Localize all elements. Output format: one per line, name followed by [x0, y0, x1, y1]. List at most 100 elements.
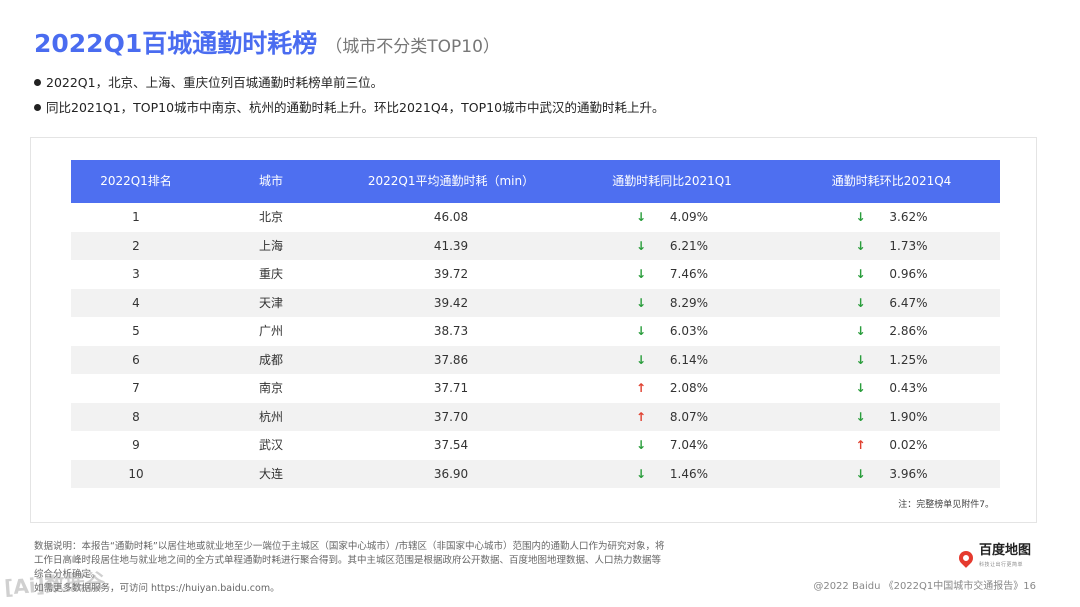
- cell-time: 37.54: [433, 438, 469, 452]
- cell-time: 37.86: [433, 352, 469, 367]
- cell-city: 杭州: [258, 409, 283, 424]
- cell-yoy: ↓ 6.03%: [561, 317, 783, 346]
- table-body: 1 北京 46.08 ↓ 4.09% ↓ 3.62% 2 上海 41.39 ↓ 6.21% ↓ 1.73%…: [71, 203, 1000, 488]
- cell-rank: 4: [132, 295, 140, 310]
- cell-yoy: ↑ 8.07%: [561, 403, 783, 432]
- table-row: 3 重庆 39.72 ↓ 7.46% ↓ 0.96%: [71, 260, 1000, 289]
- baidu-map-logo: 百度地图 科技让出行更简单: [956, 543, 1032, 572]
- header-rank: 2022Q1排名: [100, 174, 172, 188]
- cell-qoq: ↑ 0.02%: [783, 431, 1000, 460]
- cell-rank: 7: [132, 381, 140, 395]
- cell-yoy: ↓ 1.46%: [561, 460, 783, 489]
- table-row: 8 杭州 37.70 ↑ 8.07% ↓ 1.90%: [71, 402, 1000, 432]
- cell-rank: 8: [132, 409, 140, 424]
- ranking-table: 2022Q1排名 城市 2022Q1平均通勤时耗（min） 通勤时耗同比2021…: [71, 160, 1000, 488]
- page-title: 2022Q1百城通勤时耗榜: [34, 29, 318, 58]
- logo-name: 百度地图: [979, 543, 1032, 558]
- cell-qoq: ↓ 0.43%: [783, 374, 1000, 403]
- yoy-value: 4.09%: [669, 210, 708, 224]
- table-header-row: 2022Q1排名 城市 2022Q1平均通勤时耗（min） 通勤时耗同比2021…: [71, 160, 1000, 203]
- cell-rank: 6: [132, 352, 140, 367]
- arrow-down-icon: ↓: [636, 438, 647, 452]
- header-city: 城市: [258, 174, 283, 188]
- cell-qoq: ↓ 0.96%: [783, 260, 1000, 289]
- qoq-value: 1.73%: [889, 238, 928, 253]
- arrow-down-icon: ↓: [855, 210, 866, 224]
- table-row: 4 天津 39.42 ↓ 8.29% ↓ 6.47%: [71, 288, 1000, 318]
- cell-city: 南京: [258, 381, 283, 395]
- arrow-down-icon: ↓: [855, 238, 866, 253]
- yoy-value: 2.08%: [669, 381, 708, 395]
- cell-rank: 3: [132, 267, 140, 281]
- cell-qoq: ↓ 2.86%: [783, 317, 1000, 346]
- arrow-down-icon: ↓: [636, 324, 647, 338]
- logo-tagline: 科技让出行更简单: [979, 562, 1024, 568]
- qoq-value: 3.62%: [889, 210, 928, 224]
- cell-rank: 2: [132, 238, 140, 253]
- cell-rank: 5: [132, 324, 140, 338]
- arrow-up-icon: ↑: [636, 381, 647, 395]
- table-row: 2 上海 41.39 ↓ 6.21% ↓ 1.73%: [71, 231, 1000, 261]
- arrow-down-icon: ↓: [636, 238, 647, 253]
- yoy-value: 7.46%: [669, 267, 708, 281]
- cell-time: 41.39: [433, 238, 469, 253]
- header-qoq: 通勤时耗环比2021Q4: [831, 174, 952, 188]
- arrow-down-icon: ↓: [636, 295, 647, 310]
- yoy-value: 6.14%: [669, 352, 708, 367]
- qoq-value: 1.90%: [889, 409, 928, 424]
- cell-city: 广州: [258, 324, 283, 338]
- summary-bullets: 2022Q1，北京、上海、重庆位列百城通勤时耗榜单前三位。 同比2021Q1，T…: [34, 70, 665, 120]
- cell-yoy: ↓ 7.04%: [561, 431, 783, 460]
- cell-yoy: ↓ 8.29%: [561, 289, 783, 318]
- yoy-value: 1.46%: [669, 466, 708, 481]
- arrow-down-icon: ↓: [855, 267, 866, 281]
- bullet-dot-icon: [34, 79, 41, 86]
- page-title-row: 2022Q1百城通勤时耗榜 （城市不分类TOP10）: [34, 24, 500, 60]
- arrow-down-icon: ↓: [855, 324, 866, 338]
- table-row: 9 武汉 37.54 ↓ 7.04% ↑ 0.02%: [71, 431, 1000, 460]
- arrow-down-icon: ↓: [636, 210, 647, 224]
- cell-city: 成都: [258, 352, 283, 367]
- header-time: 2022Q1平均通勤时耗（min）: [367, 174, 535, 188]
- arrow-down-icon: ↓: [855, 352, 866, 367]
- qoq-value: 0.02%: [889, 438, 928, 452]
- cell-time: 39.42: [433, 295, 469, 310]
- cell-qoq: ↓ 3.62%: [783, 203, 1000, 232]
- cell-yoy: ↓ 6.14%: [561, 346, 783, 375]
- qoq-value: 1.25%: [889, 352, 928, 367]
- cell-city: 大连: [258, 466, 283, 481]
- map-pin-icon: [956, 548, 976, 568]
- page-subtitle: （城市不分类TOP10）: [325, 37, 500, 57]
- cell-yoy: ↓ 6.21%: [561, 232, 783, 261]
- cell-time: 37.70: [433, 409, 469, 424]
- cell-rank: 10: [128, 466, 144, 481]
- data-footnote: 数据说明：本报告“通勤时耗”以居住地或就业地至少一端位于主城区（国家中心城市）/…: [34, 541, 665, 594]
- arrow-down-icon: ↓: [855, 381, 866, 395]
- arrow-down-icon: ↓: [855, 466, 866, 481]
- copyright-footer: @2022 Baidu 《2022Q1中国城市交通报告》16: [813, 581, 1036, 592]
- arrow-down-icon: ↓: [636, 267, 647, 281]
- arrow-up-icon: ↑: [636, 409, 647, 424]
- qoq-value: 0.43%: [889, 381, 928, 395]
- table-card: 2022Q1排名 城市 2022Q1平均通勤时耗（min） 通勤时耗同比2021…: [30, 137, 1037, 523]
- cell-city: 武汉: [258, 438, 283, 452]
- header-yoy: 通勤时耗同比2021Q1: [612, 174, 732, 188]
- cell-city: 重庆: [258, 267, 283, 281]
- qoq-value: 2.86%: [889, 324, 928, 338]
- cell-city: 天津: [258, 295, 283, 310]
- yoy-value: 7.04%: [669, 438, 708, 452]
- arrow-down-icon: ↓: [636, 466, 647, 481]
- cell-yoy: ↑ 2.08%: [561, 374, 783, 403]
- cell-time: 37.71: [433, 381, 469, 395]
- cell-qoq: ↓ 1.73%: [783, 232, 1000, 261]
- qoq-value: 0.96%: [889, 267, 928, 281]
- cell-qoq: ↓ 1.90%: [783, 403, 1000, 432]
- table-row: 10 大连 36.90 ↓ 1.46% ↓ 3.96%: [71, 459, 1000, 489]
- table-row: 1 北京 46.08 ↓ 4.09% ↓ 3.62%: [71, 203, 1000, 232]
- cell-time: 38.73: [433, 324, 469, 338]
- table-note: 注：完整榜单见附件7。: [898, 500, 994, 510]
- cell-qoq: ↓ 1.25%: [783, 346, 1000, 375]
- bullet-item: 同比2021Q1，TOP10城市中南京、杭州的通勤时耗上升。环比2021Q4，T…: [34, 95, 665, 120]
- arrow-down-icon: ↓: [855, 295, 866, 310]
- qoq-value: 6.47%: [889, 295, 928, 310]
